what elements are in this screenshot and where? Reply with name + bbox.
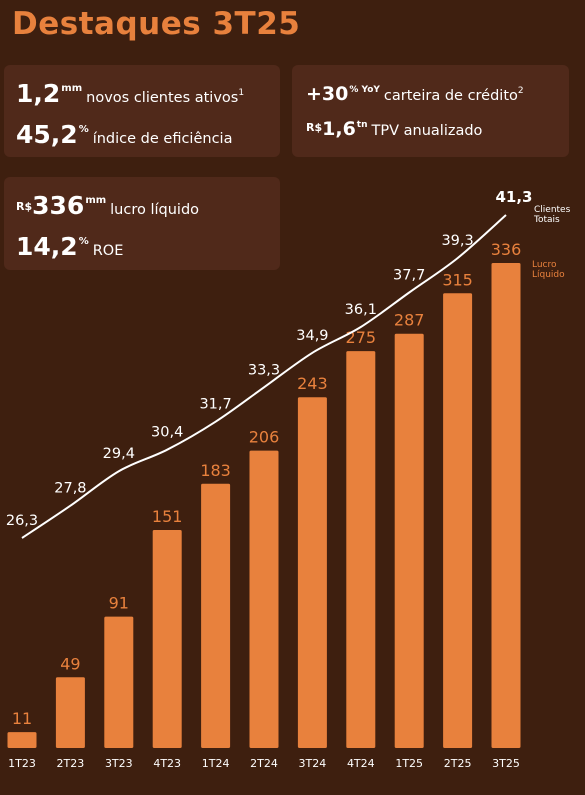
bar-value-label: 243: [297, 374, 328, 393]
kpi-new-clients: 1,2mmnovos clientes ativos1: [16, 79, 244, 108]
x-tick-label: 1T23: [8, 757, 36, 770]
kpi-credit-unit: % YoY: [349, 85, 380, 95]
x-tick-label: 2T24: [250, 757, 278, 770]
bars-layer: 11 49 91 151 183 206 243 275 287 315 336: [7, 240, 522, 748]
bar-value-label: 315: [442, 270, 473, 289]
x-tick-label: 4T24: [347, 757, 375, 770]
kpi-tpv-value: 1,6: [322, 118, 356, 140]
bar-2T24: [249, 450, 279, 748]
line-value-label: 33,3: [248, 362, 280, 378]
bar-value-label: 151: [152, 507, 183, 526]
kpi-tpv-unit: tn: [356, 120, 368, 130]
x-tick-label: 2T25: [444, 757, 472, 770]
bar-1T23: [7, 732, 37, 748]
kpi-card-profit-roe: R$336mmlucro líquido 14,2%ROE: [4, 177, 280, 270]
clients-line: [21, 214, 507, 539]
bar-1T25: [394, 333, 424, 748]
x-tick-label: 3T25: [492, 757, 520, 770]
x-tick-label: 4T23: [153, 757, 181, 770]
kpi-efficiency-label: índice de eficiência: [92, 131, 233, 147]
line-value-label: 37,7: [393, 268, 425, 284]
page-title: Destaques 3T25: [12, 6, 301, 42]
line-value-label: 36,1: [345, 302, 377, 318]
kpi-efficiency-value: 45,2: [16, 120, 78, 149]
bar-3T25: [491, 263, 521, 748]
bar-2T23: [55, 677, 85, 748]
line-value-label: 39,3: [441, 233, 473, 249]
bar-2T25: [443, 293, 473, 748]
legend-clients: Clientes: [534, 205, 571, 215]
bar-value-label: 287: [394, 311, 425, 330]
kpi-credit-value: +30: [306, 83, 349, 105]
x-tick-label: 3T23: [105, 757, 133, 770]
x-tick-label: 3T24: [299, 757, 327, 770]
kpi-net-income-value: 336: [32, 191, 85, 220]
bar-value-label: 91: [109, 594, 129, 613]
ticks-layer: 1T23 2T23 3T23 4T23 1T24 2T24 3T24 4T24 1T25 2T25…: [8, 757, 520, 770]
kpi-new-clients-unit: mm: [61, 83, 83, 94]
kpi-roe: 14,2%ROE: [16, 232, 123, 261]
legend-clients: Totais: [533, 215, 560, 225]
kpi-credit-label: carteira de crédito: [383, 88, 518, 104]
bar-value-label: 336: [491, 240, 522, 259]
line-value-label: 30,4: [151, 425, 183, 441]
bar-value-label: 49: [60, 654, 80, 673]
kpi-roe-label: ROE: [92, 243, 124, 259]
kpi-new-clients-footnote: 1: [238, 88, 245, 98]
line-value-label: 26,3: [6, 513, 38, 529]
bar-value-label: 206: [249, 428, 280, 447]
kpi-net-income-unit: mm: [85, 195, 107, 206]
line-value-label: 27,8: [54, 481, 86, 497]
kpi-tpv-currency: R$: [306, 121, 323, 134]
line-value-label: 34,9: [296, 328, 328, 344]
legend-net-income: Lucro: [532, 260, 557, 270]
kpi-net-income-label: lucro líquido: [110, 202, 200, 218]
kpi-net-income: R$336mmlucro líquido: [16, 191, 199, 220]
kpi-tpv: R$1,6tn TPV anualizado: [306, 118, 482, 140]
bar-4T24: [346, 351, 376, 748]
bar-value-label: 11: [12, 709, 32, 728]
bar-4T23: [152, 530, 182, 748]
line-value-label: 41,3: [495, 188, 532, 206]
line-value-label: 29,4: [103, 446, 135, 462]
bar-3T24: [297, 397, 327, 748]
legend-net-income: Líquido: [532, 270, 565, 280]
x-tick-label: 2T23: [57, 757, 85, 770]
bar-1T24: [201, 483, 231, 748]
x-tick-label: 1T24: [202, 757, 230, 770]
kpi-efficiency-unit: %: [78, 124, 89, 135]
kpi-tpv-label: TPV anualizado: [371, 123, 483, 139]
kpi-card-credit-tpv: +30% YoY carteira de crédito2 R$1,6tn TPV …: [292, 65, 569, 157]
kpi-new-clients-value: 1,2: [16, 79, 61, 108]
x-tick-label: 1T25: [395, 757, 423, 770]
bar-value-label: 183: [200, 461, 231, 480]
kpi-new-clients-label: novos clientes ativos: [86, 90, 239, 106]
line-value-label: 31,7: [199, 397, 231, 413]
kpi-efficiency: 45,2%índice de eficiência: [16, 120, 232, 149]
kpi-card-clients-efficiency: 1,2mmnovos clientes ativos1 45,2%índice …: [4, 65, 280, 157]
bar-3T23: [104, 616, 134, 748]
kpi-credit-footnote: 2: [517, 86, 524, 96]
kpi-net-income-currency: R$: [16, 200, 33, 213]
kpi-roe-value: 14,2: [16, 232, 78, 261]
kpi-credit: +30% YoY carteira de crédito2: [306, 83, 524, 105]
line-layer: 26,3 27,8 29,4 30,4 31,7 33,3 34,9 36,1 37,7 39,3…: [6, 188, 533, 539]
kpi-roe-unit: %: [78, 236, 89, 247]
bar-value-label: 275: [346, 328, 377, 347]
